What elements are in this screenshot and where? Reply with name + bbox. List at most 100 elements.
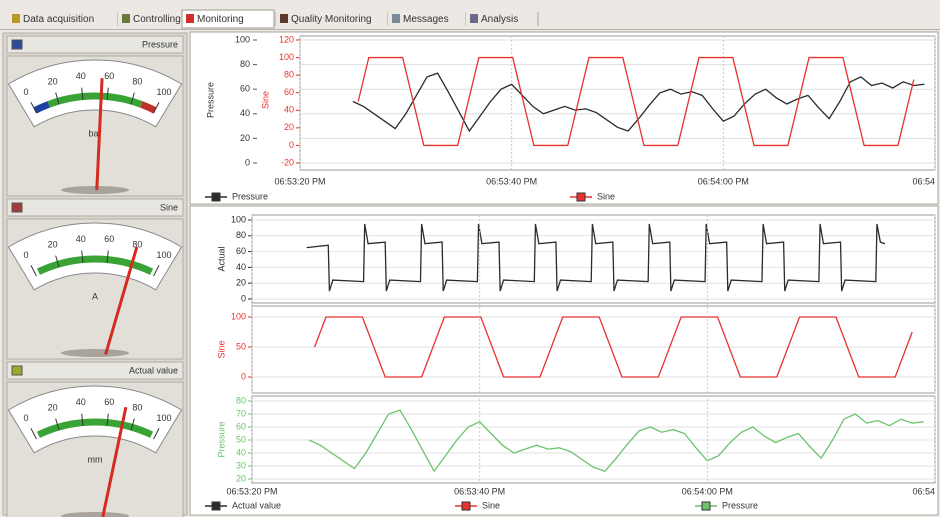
y-tick-label: 50 — [236, 341, 246, 351]
y-tick-label: 80 — [236, 395, 246, 405]
legend-label: Pressure — [722, 500, 758, 510]
gauge-tick — [106, 413, 109, 426]
gauge-tick-label: 100 — [156, 413, 171, 423]
gauge-title: Pressure — [142, 39, 178, 49]
x-tick-label: 06:53:20 PM — [226, 486, 277, 496]
gauge-tick — [30, 102, 37, 114]
gauge-tick — [106, 87, 109, 100]
gauge-band — [36, 418, 154, 438]
tab[interactable]: Analysis — [466, 10, 539, 28]
legend-swatch — [211, 501, 221, 511]
y-tick-label: 40 — [236, 262, 246, 272]
gauge-stand — [61, 186, 129, 194]
x-tick-label: 06:53:20 PM — [274, 176, 325, 186]
x-tick-label: 06:53:40 PM — [486, 176, 537, 186]
series-line — [308, 409, 924, 473]
gauge-tick-label: 0 — [23, 413, 28, 423]
y2-tick-label: 20 — [284, 122, 294, 132]
y-axis-label: Pressure — [205, 82, 215, 118]
gauge-tick — [81, 87, 84, 100]
tab[interactable]: Data acquisition — [8, 10, 119, 28]
gauge-tick-label: 60 — [104, 397, 114, 407]
tab-icon — [122, 14, 130, 23]
tab-background — [181, 9, 275, 29]
legend-swatch — [461, 501, 471, 511]
gauge-tick — [55, 255, 60, 268]
tab-label: Controlling — [133, 14, 181, 25]
legend-label: Sine — [597, 191, 615, 201]
gauge-tick-label: 40 — [76, 71, 86, 81]
gauge-title-bar — [6, 361, 184, 380]
gauge-tick-label: 100 — [156, 87, 171, 97]
gauge-tick — [153, 265, 160, 277]
gauge-tick — [55, 418, 60, 431]
y-tick-label: 20 — [236, 473, 246, 483]
x-tick-label: 06:54:00 PM — [682, 486, 733, 496]
y-tick-label: 100 — [235, 34, 250, 44]
tab-label: Monitoring — [197, 14, 244, 25]
gauge-tick — [106, 250, 109, 263]
legend-label: Actual value — [232, 500, 281, 510]
y-tick-label: 80 — [240, 59, 250, 69]
series-line — [314, 316, 913, 378]
y2-tick-label: 80 — [284, 70, 294, 80]
x-tick-label: 06:54:00 PM — [698, 176, 749, 186]
y2-axis-label: Sine — [260, 91, 270, 109]
y-tick-label: 70 — [236, 408, 246, 418]
y-tick-label: 30 — [236, 460, 246, 470]
gauge-icon — [11, 39, 23, 50]
legend-swatch — [701, 501, 711, 511]
series-line — [352, 72, 925, 133]
tab-icon — [280, 14, 288, 23]
gauge-title-bar — [6, 35, 184, 54]
y-tick-label: 60 — [236, 246, 246, 256]
gauge-needle — [104, 246, 139, 355]
y-tick-label: 0 — [245, 157, 250, 167]
y-tick-label: 40 — [240, 108, 250, 118]
y-tick-label: 20 — [236, 278, 246, 288]
gauge-tick-label: 40 — [76, 397, 86, 407]
y2-tick-label: 100 — [279, 52, 294, 62]
gauge-tick-label: 20 — [48, 402, 58, 412]
x-tick-label: 06:54 — [912, 486, 935, 496]
y-tick-label: 100 — [231, 311, 246, 321]
tab-icon — [12, 14, 20, 23]
gauge-tick-label: 80 — [132, 239, 142, 249]
plot-frame — [299, 35, 936, 171]
y2-tick-label: -20 — [281, 157, 294, 167]
panel-frame — [251, 305, 936, 394]
gauge-title-bar — [6, 198, 184, 217]
tab-label: Messages — [403, 14, 449, 25]
legend-label: Pressure — [232, 191, 268, 201]
y2-tick-label: 0 — [289, 140, 294, 150]
y-tick-label: 0 — [241, 293, 246, 303]
gauge-icon — [11, 202, 23, 213]
gauge-stand — [61, 512, 129, 517]
tab[interactable]: Messages — [388, 10, 467, 28]
y2-tick-label: 120 — [279, 34, 294, 44]
gauge-title: Sine — [160, 202, 178, 212]
tab-icon — [186, 14, 194, 23]
gauge-tick-label: 60 — [104, 234, 114, 244]
tab[interactable]: Monitoring — [181, 9, 277, 29]
tab[interactable]: Controlling — [118, 10, 183, 28]
gauge-unit: bar — [88, 128, 101, 138]
gauge-tick — [153, 428, 160, 440]
tab[interactable]: Quality Monitoring — [276, 10, 389, 28]
gauge-tick-label: 20 — [48, 76, 58, 86]
y-tick-label: 40 — [236, 447, 246, 457]
gauge-tick — [30, 428, 37, 440]
gauge-unit: mm — [88, 454, 103, 464]
gauge-tick-label: 40 — [76, 234, 86, 244]
gauge-tick-label: 60 — [104, 71, 114, 81]
gauge-tick — [130, 418, 135, 431]
x-tick-label: 06:53:40 PM — [454, 486, 505, 496]
panel-axis-label: Actual — [216, 246, 226, 271]
gauge-tick — [81, 250, 84, 263]
y-tick-label: 0 — [241, 371, 246, 381]
panel-axis-label: Pressure — [216, 421, 226, 457]
gauge-tick — [130, 92, 135, 105]
gauge-tick — [55, 92, 60, 105]
